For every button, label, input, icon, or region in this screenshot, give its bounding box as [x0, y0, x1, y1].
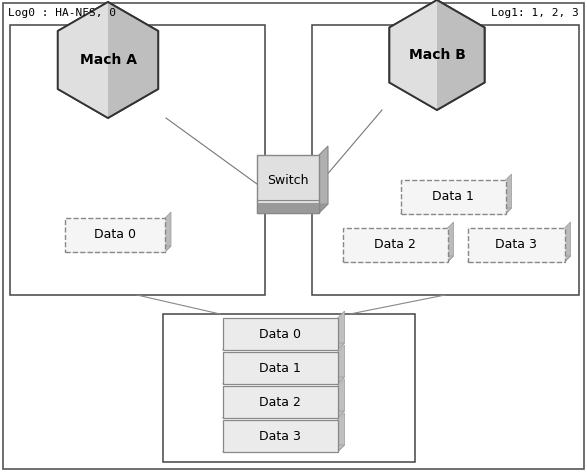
Text: Data 2: Data 2	[259, 396, 301, 408]
Text: Data 2: Data 2	[374, 238, 416, 252]
Text: Data 3: Data 3	[495, 238, 537, 252]
Bar	[400, 180, 505, 214]
Bar	[312, 25, 579, 295]
Polygon shape	[338, 345, 345, 384]
Bar	[342, 228, 447, 262]
Polygon shape	[108, 2, 158, 118]
Text: Log0 : HA-NFS, 0: Log0 : HA-NFS, 0	[8, 8, 116, 18]
Text: Data 1: Data 1	[259, 362, 301, 374]
Bar	[467, 228, 565, 262]
Polygon shape	[222, 377, 345, 384]
Polygon shape	[338, 311, 345, 350]
Bar	[163, 314, 415, 462]
Bar	[222, 386, 338, 418]
Polygon shape	[342, 256, 454, 262]
Polygon shape	[319, 146, 328, 213]
Bar	[65, 218, 165, 252]
Polygon shape	[58, 2, 108, 118]
Polygon shape	[505, 174, 511, 214]
Polygon shape	[58, 2, 158, 118]
Polygon shape	[222, 343, 345, 350]
Polygon shape	[389, 0, 485, 110]
Bar	[10, 25, 265, 295]
Polygon shape	[565, 222, 571, 262]
Polygon shape	[400, 208, 511, 214]
Polygon shape	[338, 379, 345, 418]
Polygon shape	[65, 246, 171, 252]
Polygon shape	[437, 0, 485, 110]
Bar	[222, 352, 338, 384]
Polygon shape	[467, 256, 571, 262]
Polygon shape	[257, 204, 328, 213]
Polygon shape	[222, 445, 345, 452]
Bar	[222, 318, 338, 350]
Polygon shape	[447, 222, 454, 262]
Bar	[257, 200, 319, 213]
Bar	[257, 203, 319, 213]
Text: Data 0: Data 0	[259, 328, 301, 340]
Text: Data 1: Data 1	[432, 191, 474, 203]
Text: Data 0: Data 0	[94, 228, 136, 242]
Polygon shape	[389, 0, 437, 110]
Polygon shape	[338, 413, 345, 452]
Text: Log1: 1, 2, 3: Log1: 1, 2, 3	[491, 8, 579, 18]
Text: Mach B: Mach B	[409, 48, 465, 62]
Text: Mach A: Mach A	[79, 53, 137, 67]
Bar	[257, 155, 319, 213]
Polygon shape	[165, 212, 171, 252]
Text: Switch: Switch	[267, 175, 309, 187]
Polygon shape	[222, 411, 345, 418]
Text: Data 3: Data 3	[259, 430, 301, 443]
Bar	[222, 420, 338, 452]
